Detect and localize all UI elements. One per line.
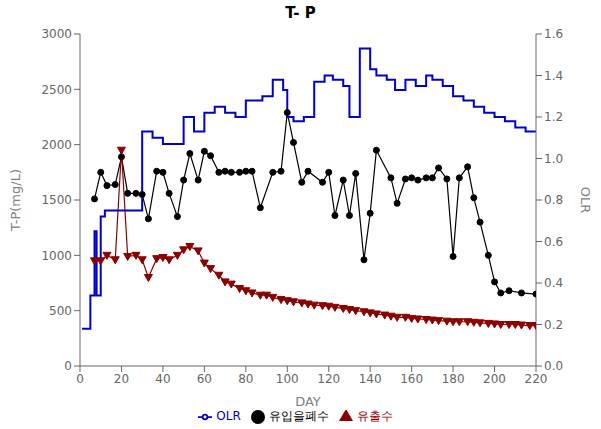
- svg-text:3000: 3000: [41, 27, 72, 41]
- svg-text:DAY: DAY: [295, 394, 321, 409]
- html-text:유출수: 유출수: [356, 409, 393, 423]
- svg-text:0.6: 0.6: [544, 235, 563, 249]
- svg-text:100: 100: [276, 372, 299, 386]
- svg-text:60: 60: [197, 372, 212, 386]
- svg-text:1.4: 1.4: [544, 69, 563, 83]
- svg-text:80: 80: [238, 372, 253, 386]
- svg-text:120: 120: [317, 372, 340, 386]
- svg-text:0: 0: [76, 372, 84, 386]
- svg-text:OLR: OLR: [578, 187, 593, 214]
- svg-text:0.4: 0.4: [544, 276, 563, 290]
- html-text:T- P: T- P: [285, 4, 316, 22]
- svg-text:1500: 1500: [41, 193, 72, 207]
- svg-text:220: 220: [525, 372, 548, 386]
- svg-text:160: 160: [400, 372, 423, 386]
- svg-text:0.8: 0.8: [544, 193, 563, 207]
- svg-text:1000: 1000: [41, 249, 72, 263]
- svg-text:1.6: 1.6: [544, 27, 563, 41]
- svg-text:2500: 2500: [41, 83, 72, 97]
- svg-text:1.2: 1.2: [544, 110, 563, 124]
- svg-text:200: 200: [483, 372, 506, 386]
- svg-text:180: 180: [442, 372, 465, 386]
- svg-text:0.2: 0.2: [544, 318, 563, 332]
- html-text:유입을폐수: 유입을폐수: [268, 409, 329, 423]
- svg-text:T-P(mg/L): T-P(mg/L): [8, 169, 23, 232]
- svg-text:140: 140: [359, 372, 382, 386]
- html-text:OLR: OLR: [216, 409, 241, 423]
- svg-text:500: 500: [49, 304, 72, 318]
- svg-text:1.0: 1.0: [544, 152, 563, 166]
- svg-text:0: 0: [64, 359, 72, 373]
- svg-text:0.0: 0.0: [544, 359, 563, 373]
- svg-text:40: 40: [155, 372, 170, 386]
- svg-text:20: 20: [114, 372, 129, 386]
- svg-text:2000: 2000: [41, 138, 72, 152]
